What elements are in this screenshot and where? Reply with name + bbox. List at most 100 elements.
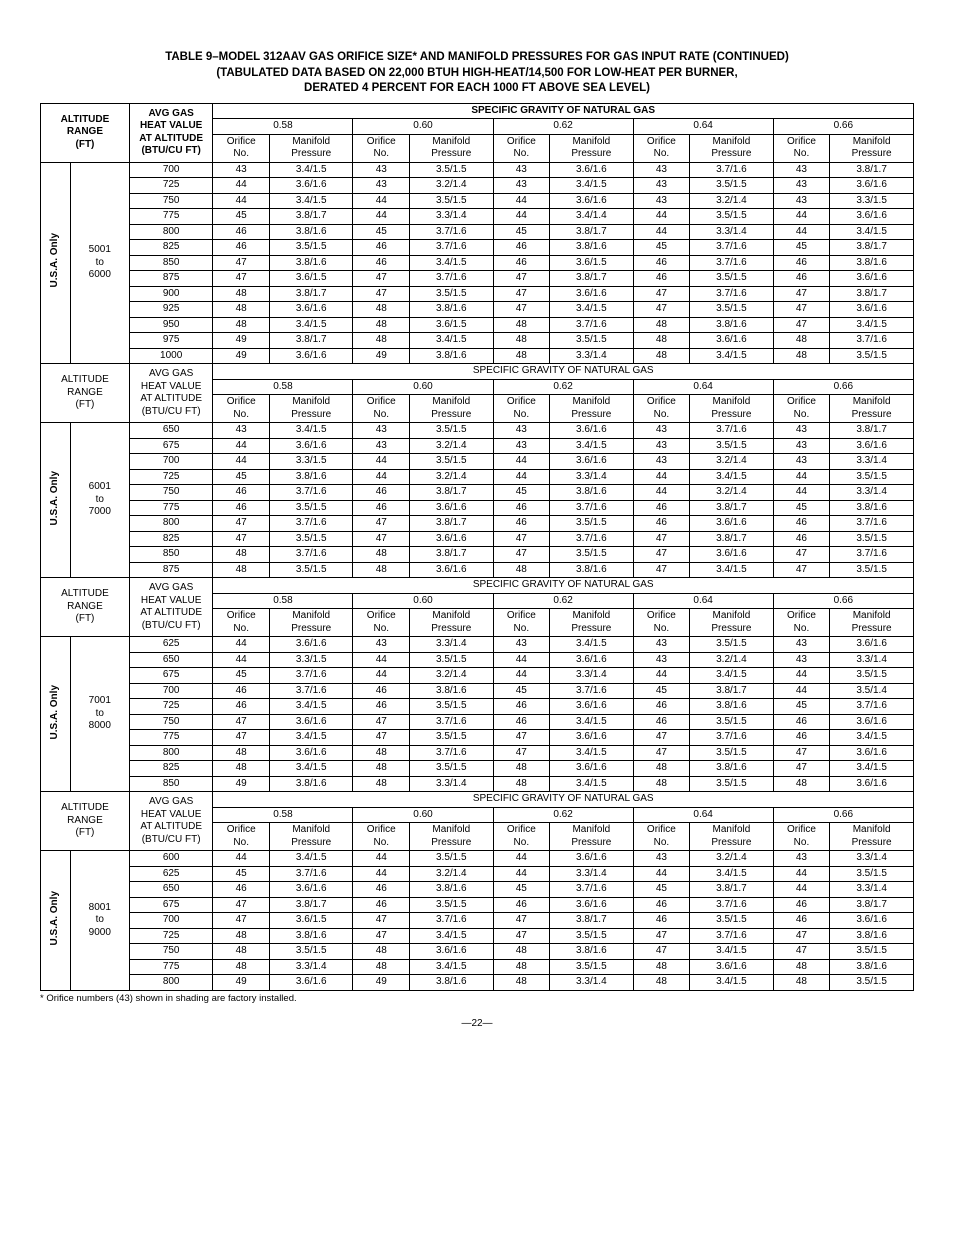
orifice-no: 47 [773,317,830,333]
table-row: U.S.A. Only6001to7000650433.4/1.5433.5/1… [41,423,914,439]
manifold-pressure: 3.8/1.6 [690,761,774,777]
orifice-no: 46 [773,255,830,271]
table-row: 800493.6/1.6493.8/1.6483.3/1.4483.4/1.54… [41,975,914,991]
manifold-pressure-header: ManifoldPressure [690,609,774,637]
orifice-no: 48 [493,944,550,960]
manifold-pressure: 3.8/1.7 [410,485,494,501]
orifice-no: 45 [633,882,690,898]
orifice-no: 47 [353,286,410,302]
orifice-no: 44 [493,668,550,684]
manifold-pressure: 3.8/1.6 [830,928,914,944]
orifice-no: 48 [633,776,690,792]
manifold-pressure: 3.5/1.5 [550,959,634,975]
orifice-no: 47 [773,547,830,563]
btu-value: 700 [129,454,213,470]
sg-value: 0.60 [353,593,493,609]
btu-value: 825 [129,761,213,777]
manifold-pressure: 3.6/1.6 [269,882,353,898]
orifice-no: 44 [773,866,830,882]
table-row: 750483.5/1.5483.6/1.6483.8/1.6473.4/1.54… [41,944,914,960]
sg-value: 0.58 [213,593,353,609]
manifold-pressure: 3.4/1.5 [550,745,634,761]
manifold-pressure: 3.8/1.6 [830,500,914,516]
btu-value: 675 [129,668,213,684]
manifold-pressure: 3.6/1.6 [550,761,634,777]
manifold-pressure: 3.8/1.6 [550,944,634,960]
manifold-pressure: 3.3/1.5 [269,652,353,668]
manifold-pressure-header: ManifoldPressure [410,134,494,162]
manifold-pressure: 3.6/1.6 [269,745,353,761]
manifold-pressure: 3.4/1.4 [550,209,634,225]
table-row: 975493.8/1.7483.4/1.5483.5/1.5483.6/1.64… [41,333,914,349]
manifold-pressure: 3.4/1.5 [269,730,353,746]
orifice-no: 45 [493,485,550,501]
orifice-no: 44 [213,454,270,470]
orifice-no: 47 [633,745,690,761]
table-row: 650443.3/1.5443.5/1.5443.6/1.6433.2/1.44… [41,652,914,668]
orifice-no: 46 [633,500,690,516]
manifold-pressure: 3.3/1.4 [410,637,494,653]
manifold-pressure: 3.4/1.5 [690,348,774,364]
manifold-pressure: 3.5/1.5 [690,776,774,792]
orifice-no: 47 [493,730,550,746]
manifold-pressure: 3.7/1.6 [690,286,774,302]
manifold-pressure: 3.8/1.6 [550,485,634,501]
orifice-no: 46 [213,683,270,699]
orifice-no: 46 [353,500,410,516]
orifice-no: 47 [493,547,550,563]
orifice-no: 43 [213,423,270,439]
orifice-no: 47 [493,913,550,929]
manifold-pressure: 3.7/1.6 [550,317,634,333]
manifold-pressure: 3.2/1.4 [690,851,774,867]
manifold-pressure: 3.8/1.7 [269,897,353,913]
manifold-pressure: 3.8/1.7 [830,897,914,913]
btu-value: 1000 [129,348,213,364]
manifold-pressure-header: ManifoldPressure [550,395,634,423]
manifold-pressure: 3.4/1.5 [550,178,634,194]
orifice-no: 43 [353,438,410,454]
orifice-no: 46 [773,516,830,532]
altitude-range: 8001to9000 [70,851,129,991]
orifice-no: 46 [353,683,410,699]
sg-value: 0.60 [353,119,493,135]
orifice-no: 46 [633,271,690,287]
orifice-no: 43 [353,162,410,178]
manifold-pressure: 3.7/1.6 [410,240,494,256]
btu-value: 875 [129,562,213,578]
orifice-no: 48 [213,928,270,944]
orifice-no-header: OrificeNo. [633,609,690,637]
orifice-no: 43 [633,162,690,178]
manifold-pressure-header: ManifoldPressure [830,609,914,637]
manifold-pressure: 3.5/1.5 [690,637,774,653]
manifold-pressure: 3.6/1.6 [690,547,774,563]
manifold-pressure: 3.2/1.4 [690,652,774,668]
manifold-pressure: 3.6/1.6 [410,531,494,547]
orifice-no: 47 [633,531,690,547]
orifice-no: 46 [773,531,830,547]
manifold-pressure: 3.6/1.5 [550,255,634,271]
manifold-pressure: 3.7/1.6 [269,683,353,699]
btu-value: 625 [129,866,213,882]
sg-value: 0.64 [633,807,773,823]
orifice-no: 48 [213,761,270,777]
orifice-no: 43 [773,423,830,439]
orifice-no: 44 [353,454,410,470]
orifice-no: 44 [353,209,410,225]
orifice-no-header: OrificeNo. [773,609,830,637]
orifice-no: 44 [213,637,270,653]
manifold-pressure: 3.6/1.6 [550,454,634,470]
orifice-no: 46 [493,516,550,532]
sg-value: 0.66 [773,807,913,823]
manifold-pressure-header: ManifoldPressure [550,823,634,851]
orifice-no: 46 [213,699,270,715]
orifice-no: 46 [353,255,410,271]
btu-value: 700 [129,162,213,178]
orifice-no: 48 [353,745,410,761]
manifold-pressure: 3.6/1.6 [690,333,774,349]
btu-value: 800 [129,516,213,532]
orifice-no-header: OrificeNo. [353,823,410,851]
table-row: U.S.A. Only7001to8000625443.6/1.6433.3/1… [41,637,914,653]
orifice-no: 48 [353,547,410,563]
btu-value: 750 [129,485,213,501]
manifold-pressure: 3.6/1.6 [830,178,914,194]
